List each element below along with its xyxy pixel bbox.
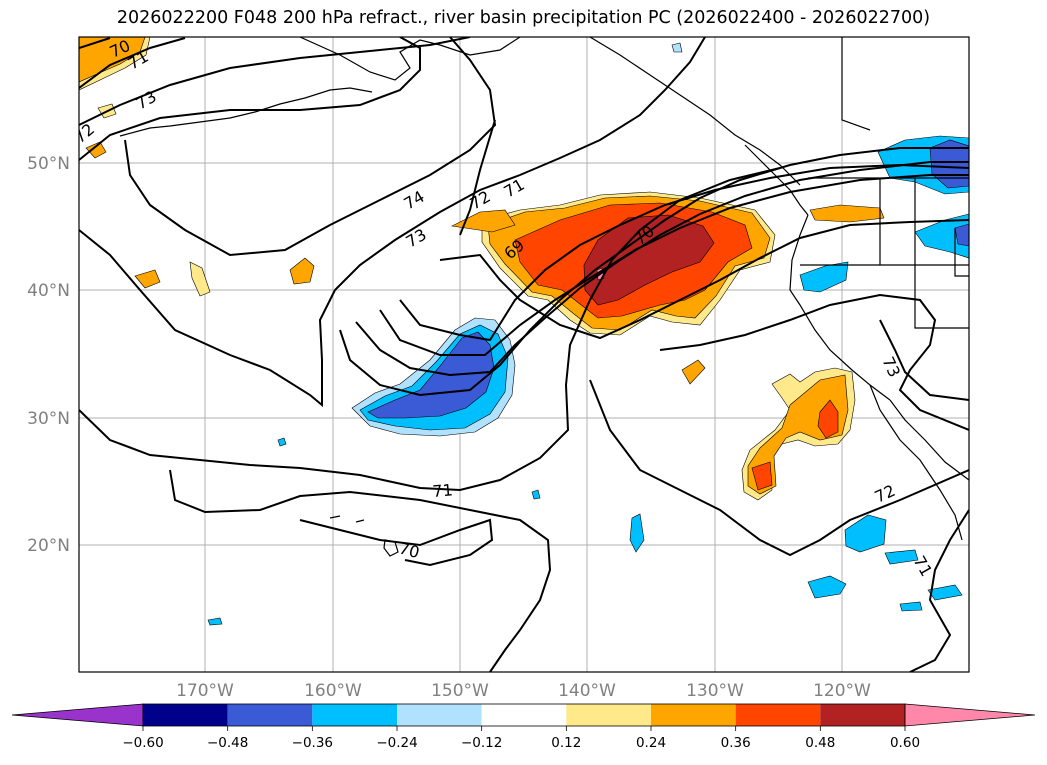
negative-anomaly-core-inner: [367, 331, 495, 419]
lat-label-30n: 30°N: [27, 409, 70, 429]
negative-small-137w: [629, 513, 645, 553]
contour-70-nw: [79, 37, 111, 49]
colorbar-tick-label: 0.48: [805, 735, 835, 751]
se-alaska-coast: [589, 37, 801, 186]
us-west-coast: [789, 214, 891, 401]
coastlines: [119, 37, 969, 557]
contour-se-low: [879, 319, 969, 401]
colorbar-tick-label: −0.48: [207, 735, 248, 751]
map-title: 2026022200 F048 200 hPa refract., river …: [116, 8, 931, 28]
colorbar-segment: [481, 704, 567, 726]
positive-small-oregon: [809, 204, 885, 223]
us-state-line-1: [841, 37, 871, 131]
positive-anomaly-baja-west-core: [747, 374, 849, 495]
contour-trough-1: [339, 147, 969, 397]
negative-small-mx-1: [844, 514, 887, 553]
positive-anomaly-150w: [451, 209, 516, 233]
positive-small-168w: [189, 261, 211, 297]
colorbar-segment: [397, 704, 482, 726]
contour-label: 70: [397, 539, 422, 563]
contour-south-1: [169, 469, 552, 672]
positive-anomaly-baja-west-red: [817, 399, 839, 439]
positive-small-170w: [134, 269, 161, 289]
negative-small-mx-5: [899, 601, 923, 612]
colorbar-tick-label: −0.24: [376, 735, 417, 751]
negative-small-145w: [531, 489, 541, 500]
colorbar-tick-label: 0.24: [636, 735, 666, 751]
colorbar-tick-label: 0.60: [890, 735, 920, 751]
contour-70-core: [439, 219, 969, 340]
colorbar-tick-label: 0.12: [551, 735, 581, 751]
bc-coast: [744, 144, 809, 216]
contour-trough-3: [379, 174, 969, 356]
negative-small-ca: [799, 261, 849, 293]
lon-label-120w: 120°W: [813, 681, 871, 701]
lat-label-50n: 50°N: [27, 154, 70, 174]
contour-trough-2: [355, 161, 969, 377]
negative-anomaly-interior-core: [954, 223, 969, 247]
contour-70-hawaii: [299, 518, 494, 567]
longitude-labels: 170°W 160°W 150°W 140°W 130°W 120°W: [176, 681, 871, 701]
map-frame: [78, 36, 970, 673]
colorbar-segment: [651, 704, 736, 726]
colorbar-tick-label: −0.36: [292, 735, 333, 751]
colorbar-segment: [227, 704, 313, 726]
colorbar-tick-label: −0.12: [461, 735, 502, 751]
lon-label-150w: 150°W: [431, 681, 489, 701]
colorbar-tick-label: 0.36: [721, 735, 751, 751]
colorbar-extend-min: [11, 703, 144, 727]
contour-70-flank: [459, 119, 496, 236]
contour-72-nw: [79, 37, 421, 161]
negative-small-165w: [277, 437, 287, 447]
positive-anomaly-nw-corner-core: [79, 37, 146, 83]
lon-label-140w: 140°W: [558, 681, 616, 701]
negative-small-mx-3: [884, 549, 919, 565]
lon-label-170w: 170°W: [176, 681, 234, 701]
contour-69: [399, 163, 969, 342]
colorbar-tick-label: −0.60: [122, 735, 163, 751]
contour-71-main: [79, 167, 781, 492]
contour-71-nw: [79, 37, 186, 89]
negative-small-170w-s: [207, 617, 223, 626]
us-state-line-5: [954, 228, 969, 277]
negative-small-top: [671, 42, 683, 53]
darkred-core-ne-pacific: [583, 214, 715, 306]
contour-73-nw: [79, 37, 471, 126]
latitude-labels: 50°N 40°N 30°N 20°N: [27, 154, 70, 556]
colorbar-segment: [820, 704, 905, 726]
colorbar-segment: [735, 704, 821, 726]
lon-label-130w: 130°W: [686, 681, 744, 701]
colorbar: −0.60 −0.48 −0.36 −0.24 −0.12 0.12 0.24 0.36 0.4…: [11, 703, 1036, 751]
contour-outer-1: [79, 37, 706, 408]
positive-nw-small-1: [85, 141, 107, 159]
negative-small-mx-2: [807, 575, 847, 599]
colorbar-extend-max: [904, 703, 1036, 727]
positive-small-131w: [681, 359, 706, 385]
contour-label: 71: [432, 480, 454, 501]
lon-label-160w: 160°W: [304, 681, 362, 701]
contour-south-2: [589, 379, 969, 557]
contour-74-ridge: [124, 37, 497, 257]
mexico-coast: [889, 399, 969, 481]
colorbar-segment: [312, 704, 397, 726]
us-state-line-3: [914, 178, 969, 329]
lat-label-20n: 20°N: [27, 536, 70, 556]
contour-72-se: [659, 293, 969, 431]
precip-shading: [79, 37, 969, 626]
lat-label-40n: 40°N: [27, 281, 70, 301]
aleutians: [119, 87, 373, 137]
baja-coast: [869, 384, 963, 541]
contour-71-sw: [909, 509, 969, 672]
alaska-coast: [299, 37, 521, 81]
colorbar-segment: [143, 704, 228, 726]
colorbar-segment: [566, 704, 651, 726]
negative-small-mx-4: [927, 584, 963, 601]
positive-small-162w: [289, 257, 315, 285]
refractivity-contours: [79, 37, 969, 672]
positive-anomaly-baja-west-red-2: [751, 461, 773, 491]
colorbar-outline: [142, 703, 906, 727]
